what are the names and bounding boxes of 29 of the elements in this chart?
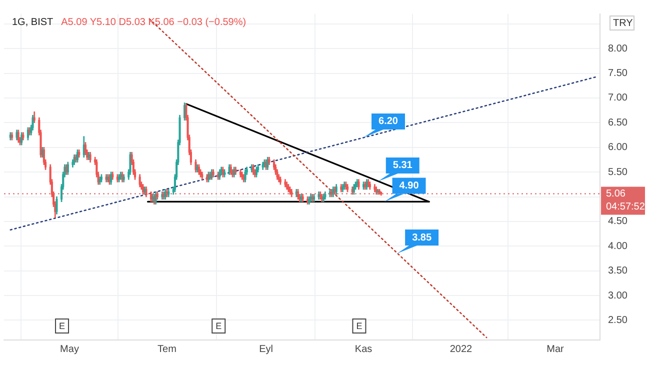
annotation: 4.90 [399,180,420,192]
y-tick-label: 6.00 [608,142,628,154]
x-tick-label: Mar [546,344,565,355]
y-tick-label: 7.50 [608,68,628,80]
y-tick-label: 8.00 [608,43,628,54]
chart-title: 1G, BIST [12,16,54,28]
chart-subtitle: A5.09 Y5.10 D5.03 K5.06 −0.03 (−0.59%) [61,16,246,28]
text: TRY [613,18,634,29]
y-tick-label: 4.50 [608,216,628,228]
x-tick-label: 2022 [450,344,473,355]
y-tick-label: 3.50 [608,266,628,277]
annotation: E [356,320,362,331]
annotation: 5.31 [392,160,413,172]
y-tick-label: 6.50 [608,117,628,128]
x-tick-label: Tem [158,344,176,355]
ref-line-label: 5.06 [606,188,626,200]
x-tick-label: Kas [354,344,372,355]
x-tick-label: Eyl [259,344,273,355]
annotation: E [216,320,222,331]
annotation: 3.85 [412,232,432,244]
text: 04:57:52 [606,202,646,213]
annotation: 6.20 [378,116,398,128]
y-tick-label: 7.00 [608,92,628,104]
y-tick-label: 3.00 [608,290,628,302]
x-tick-label: May [60,344,79,355]
y-tick-label: 4.00 [608,240,628,252]
y-tick-label: 5.50 [608,166,628,178]
annotation: E [59,320,66,331]
y-tick-label: 2.50 [608,314,628,326]
